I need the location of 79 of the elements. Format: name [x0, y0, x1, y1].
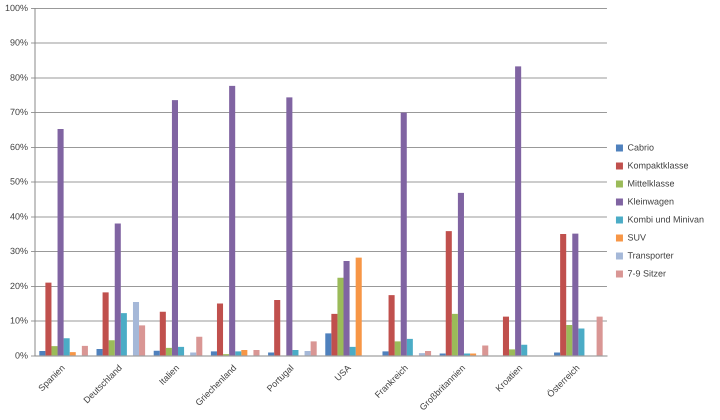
y-tick-label: 10%	[10, 316, 28, 326]
bar	[166, 348, 172, 356]
bar	[331, 314, 338, 356]
bar	[132, 302, 140, 356]
bar	[452, 314, 458, 356]
bar	[45, 282, 52, 356]
legend-label: Kleinwagen	[627, 196, 674, 206]
bar	[566, 324, 572, 356]
bar	[253, 350, 260, 356]
bar	[337, 278, 344, 356]
bar	[274, 300, 280, 356]
bar	[394, 341, 401, 356]
y-tick-label: 60%	[10, 142, 28, 152]
bar	[210, 351, 217, 356]
x-tick-label: USA	[332, 362, 353, 383]
bar	[190, 352, 196, 356]
bar	[350, 346, 356, 356]
bar	[120, 313, 127, 356]
bar	[172, 100, 178, 356]
bar	[241, 350, 248, 356]
bar	[458, 192, 464, 356]
y-tick-label: 70%	[10, 107, 28, 118]
bar	[515, 66, 522, 356]
bar	[400, 112, 407, 356]
bar	[310, 341, 317, 356]
bar	[406, 338, 413, 356]
bar	[382, 351, 389, 356]
y-tick-label: 20%	[10, 280, 28, 291]
bar	[82, 346, 88, 356]
bar	[160, 312, 166, 356]
bar	[521, 344, 528, 356]
bar	[268, 352, 274, 356]
legend-label: Cabrio	[627, 142, 654, 152]
y-tick-label: 40%	[10, 211, 28, 222]
y-tick-label: 30%	[10, 246, 28, 256]
bar	[509, 349, 516, 356]
y-tick-label: 100%	[4, 2, 28, 13]
y-tick-label: 0%	[15, 350, 28, 360]
bar	[554, 352, 560, 356]
y-tick-label: 50%	[10, 176, 28, 187]
bar	[596, 316, 603, 356]
bar	[344, 261, 350, 356]
bar	[216, 303, 224, 356]
bar	[560, 234, 566, 356]
bar	[425, 351, 432, 356]
bar	[286, 97, 292, 356]
bar	[96, 348, 103, 356]
legend-label: Mittelklasse	[627, 178, 674, 188]
bar	[325, 333, 332, 356]
legend-label: SUV	[627, 232, 646, 242]
bar	[102, 292, 109, 356]
legend-label: Kompaktklasse	[627, 160, 688, 170]
bar	[114, 224, 121, 356]
legend-label: Transporter	[627, 250, 674, 260]
legend-label: 7-9 Sitzer	[627, 268, 666, 278]
bar	[578, 328, 584, 356]
bar	[154, 350, 160, 356]
bar	[196, 336, 202, 356]
bar	[178, 346, 184, 356]
bar	[58, 128, 64, 356]
bar	[482, 345, 488, 356]
bar	[39, 351, 46, 356]
bar	[139, 325, 146, 356]
bar	[502, 316, 510, 356]
bar	[229, 86, 236, 356]
bar	[70, 352, 76, 356]
bar	[108, 340, 115, 356]
bar	[64, 338, 70, 356]
bar	[304, 351, 311, 356]
bar	[572, 234, 578, 356]
legend-label: Kombi und Minivan	[627, 214, 704, 224]
bar	[51, 346, 58, 356]
bar	[388, 295, 395, 356]
bar	[292, 350, 298, 356]
bar	[356, 258, 362, 356]
bar	[446, 231, 452, 356]
y-tick-label: 90%	[10, 38, 28, 48]
y-tick-label: 80%	[10, 72, 28, 82]
bar	[235, 351, 242, 356]
